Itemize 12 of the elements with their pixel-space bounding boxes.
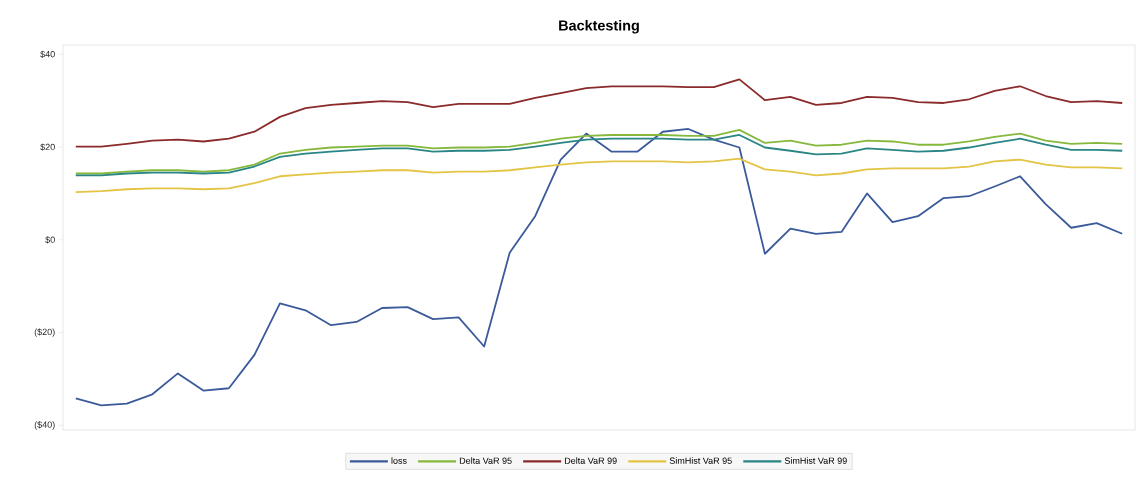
y-tick-label: ($40) xyxy=(34,421,55,430)
legend-label: Delta VaR 99 xyxy=(564,457,617,464)
y-tick-label: $0 xyxy=(45,236,55,244)
legend-label: loss xyxy=(391,457,407,464)
line-series xyxy=(74,128,1124,407)
legend-label: SimHist VaR 95 xyxy=(669,457,732,464)
chart-title: Backtesting xyxy=(559,19,639,34)
y-tick-label: ($20) xyxy=(34,328,55,337)
legend-label: SimHist VaR 99 xyxy=(784,457,847,464)
y-tick-label: $40 xyxy=(40,50,55,58)
y-tick-label: $20 xyxy=(40,143,55,151)
legend-label: Delta VaR 95 xyxy=(459,457,512,464)
